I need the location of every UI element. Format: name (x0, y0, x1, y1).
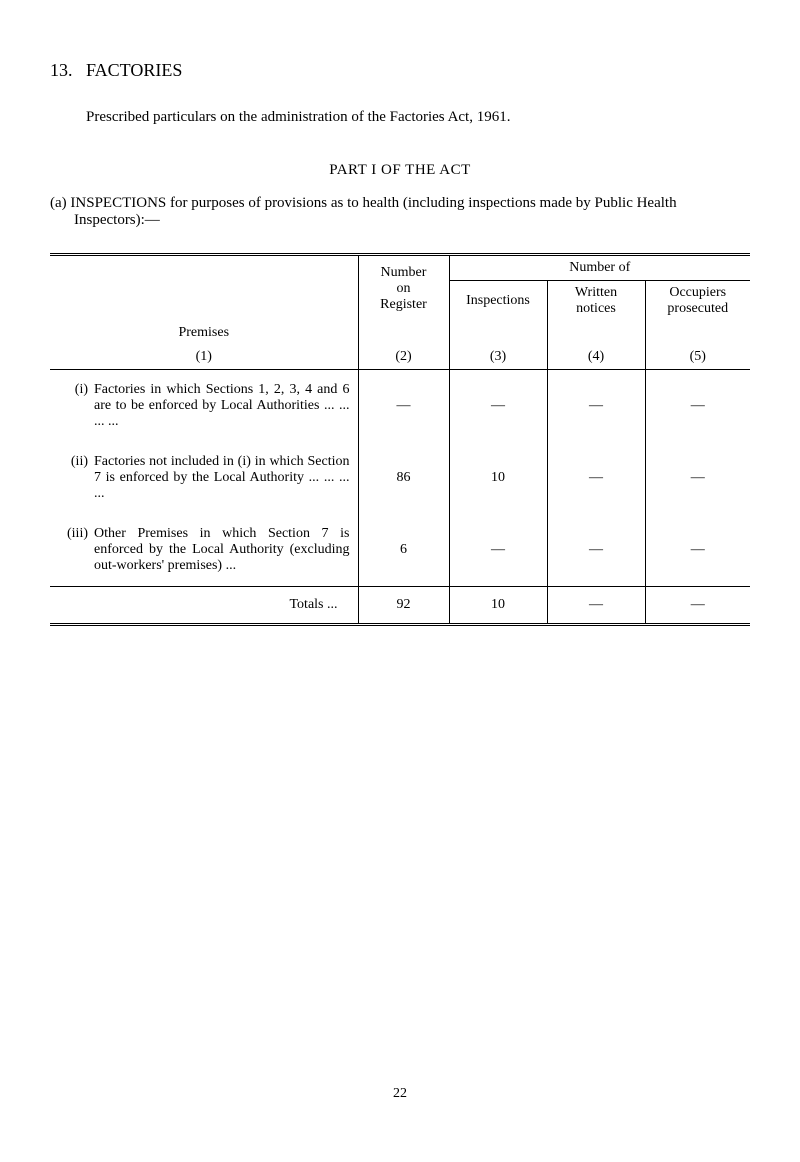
cell-occupiers: — (645, 442, 750, 514)
subsection-a-text: INSPECTIONS for purposes of provisions a… (70, 195, 676, 228)
cell-occupiers: — (645, 514, 750, 587)
hdr-occupiers: Occupiersprosecuted (645, 281, 750, 322)
hdr-premises-num: (1) (50, 345, 358, 370)
totals-inspections: 10 (449, 587, 547, 624)
cell-register: 6 (358, 514, 449, 587)
row-premises: Other Premises in which Section 7 is enf… (94, 526, 350, 574)
section-number: 13. (50, 60, 73, 80)
cell-notices: — (547, 442, 645, 514)
cell-inspections: 10 (449, 442, 547, 514)
hdr-register-num: (2) (358, 345, 449, 370)
part-title: PART I OF THE ACT (50, 162, 750, 179)
totals-row: Totals ... 92 10 — — (50, 587, 750, 624)
cell-inspections: — (449, 514, 547, 587)
totals-occupiers: — (645, 587, 750, 624)
cell-inspections: — (449, 370, 547, 443)
hdr-inspections-num: (3) (449, 345, 547, 370)
totals-register: 92 (358, 587, 449, 624)
page-number: 22 (50, 1086, 750, 1102)
hdr-premises: Premises (50, 321, 358, 345)
row-num: (i) (54, 382, 94, 430)
row-num: (iii) (54, 526, 94, 574)
inspections-table: NumberonRegister Number of Inspections W… (50, 256, 750, 623)
cell-notices: — (547, 370, 645, 443)
section-title: FACTORIES (86, 60, 182, 80)
subsection-a-label: (a) (50, 195, 67, 211)
hdr-notices: Writtennotices (547, 281, 645, 322)
hdr-notices-num: (4) (547, 345, 645, 370)
hdr-register: NumberonRegister (358, 256, 449, 321)
row-num: (ii) (54, 454, 94, 502)
inspections-table-wrap: NumberonRegister Number of Inspections W… (50, 253, 750, 626)
table-row: (i) Factories in which Sections 1, 2, 3,… (50, 370, 750, 443)
section-heading: 13. FACTORIES (50, 60, 750, 81)
cell-notices: — (547, 514, 645, 587)
row-premises: Factories not included in (i) in which S… (94, 454, 350, 502)
cell-occupiers: — (645, 370, 750, 443)
table-row: (iii) Other Premises in which Section 7 … (50, 514, 750, 587)
row-premises: Factories in which Sections 1, 2, 3, 4 a… (94, 382, 350, 430)
table-row: (ii) Factories not included in (i) in wh… (50, 442, 750, 514)
cell-register: 86 (358, 442, 449, 514)
totals-label: Totals ... (50, 587, 358, 624)
subsection-a: (a) INSPECTIONS for purposes of provisio… (50, 195, 750, 229)
cell-register: — (358, 370, 449, 443)
hdr-inspections: Inspections (449, 281, 547, 322)
totals-notices: — (547, 587, 645, 624)
hdr-occupiers-num: (5) (645, 345, 750, 370)
intro-text: Prescribed particulars on the administra… (86, 109, 750, 126)
hdr-number-of: Number of (449, 256, 750, 281)
